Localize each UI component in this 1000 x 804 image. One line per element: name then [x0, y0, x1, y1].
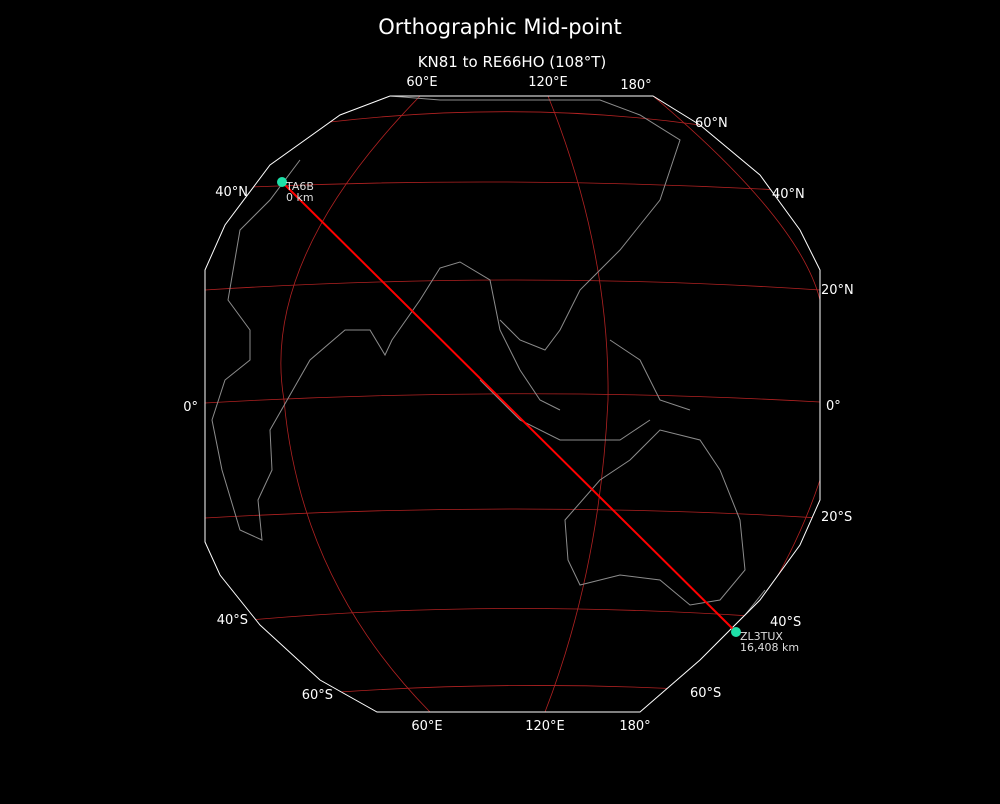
tick-left: 40°N	[215, 185, 248, 200]
map-title: Orthographic Mid-point	[378, 15, 622, 39]
station-distance-end: 16,408 km	[740, 641, 799, 654]
map-subtitle: KN81 to RE66HO (108°T)	[418, 53, 607, 71]
coast-australia	[564, 429, 746, 606]
parallel-40s	[249, 608, 781, 621]
tick-bottom: 60°E	[411, 719, 442, 734]
meridian-60e	[280, 96, 431, 712]
parallel-40n	[229, 181, 781, 191]
tick-right: 60°N	[695, 116, 728, 131]
station-label-start: TA6B	[285, 180, 314, 193]
graticule	[205, 96, 820, 712]
tick-labels: 60°E 120°E 180° 60°E 120°E 180° 40°N 0° …	[183, 75, 854, 734]
tick-right: 0°	[826, 399, 841, 414]
coast-asia	[389, 96, 681, 351]
tick-top: 60°E	[406, 75, 437, 90]
coastlines	[211, 96, 766, 646]
station-label-end: ZL3TUX	[740, 630, 783, 643]
great-circle-path	[281, 181, 737, 633]
tick-right: 20°N	[821, 283, 854, 298]
coast-africa-arabia	[211, 159, 561, 541]
parallel-60n	[329, 111, 701, 126]
station-distance-start: 0 km	[286, 191, 314, 204]
tick-right: 60°S	[690, 686, 721, 701]
tick-right: 40°S	[770, 615, 801, 630]
tick-left: 0°	[183, 400, 198, 415]
coast-indonesia	[479, 339, 691, 441]
parallel-60s	[339, 685, 701, 693]
tick-top: 180°	[620, 78, 651, 93]
map-frame	[204, 95, 821, 713]
tick-left: 60°S	[302, 688, 333, 703]
parallel-20s	[205, 508, 820, 519]
meridian-120e	[544, 96, 609, 712]
parallel-0	[205, 393, 820, 404]
station-marker-end[interactable]	[731, 627, 741, 637]
tick-right: 20°S	[821, 510, 852, 525]
parallel-20n	[205, 279, 820, 291]
tick-bottom: 180°	[619, 719, 650, 734]
tick-bottom: 120°E	[525, 719, 565, 734]
tick-left: 40°S	[217, 613, 248, 628]
tick-top: 120°E	[528, 75, 568, 90]
tick-right: 40°N	[772, 187, 805, 202]
station-marker-start[interactable]	[277, 177, 287, 187]
